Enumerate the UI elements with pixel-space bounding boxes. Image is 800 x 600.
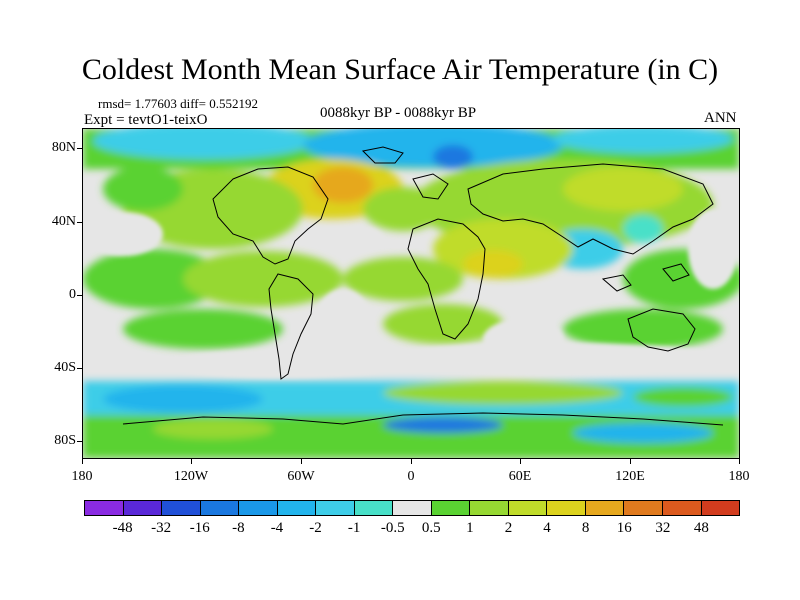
colorbar-label: 48 bbox=[693, 520, 709, 536]
colorbar-swatch bbox=[470, 501, 509, 515]
temperature-map bbox=[82, 128, 740, 459]
colorbar-label: -48 bbox=[112, 520, 133, 536]
lon-tick bbox=[739, 459, 740, 464]
colorbar-swatch bbox=[200, 501, 240, 515]
lat-label: 0 bbox=[69, 287, 76, 302]
lon-tick bbox=[630, 459, 631, 464]
colorbar-swatch bbox=[123, 501, 163, 515]
colorbar-label: -2 bbox=[309, 520, 322, 536]
lon-tick bbox=[520, 459, 521, 464]
lon-label: 180 bbox=[728, 469, 750, 484]
period-label: 0088kyr BP - 0088kyr BP bbox=[320, 105, 477, 121]
map-field bbox=[83, 129, 739, 458]
lon-label: 180 bbox=[71, 469, 93, 484]
colorbar-label: -8 bbox=[232, 520, 245, 536]
season-label: ANN bbox=[704, 110, 737, 126]
coastlines bbox=[122, 146, 724, 426]
colorbar-swatch bbox=[162, 501, 201, 515]
lon-label: 60W bbox=[287, 469, 315, 484]
colorbar-label: 0.5 bbox=[421, 520, 441, 536]
colorbar-label: 1 bbox=[466, 520, 474, 536]
colorbar-label: -0.5 bbox=[380, 520, 405, 536]
colorbar-label: 4 bbox=[543, 520, 551, 536]
colorbar-swatch bbox=[354, 501, 394, 515]
colorbar-label: 16 bbox=[616, 520, 632, 536]
colorbar-label: -4 bbox=[270, 520, 284, 536]
chart-title: Coldest Month Mean Surface Air Temperatu… bbox=[81, 53, 719, 86]
colorbar-label: 32 bbox=[655, 520, 671, 536]
lat-label: 40S bbox=[54, 360, 76, 375]
rmsd-diff-stats: rmsd= 1.77603 diff= 0.552192 bbox=[98, 96, 258, 111]
lon-tick bbox=[301, 459, 302, 464]
lon-tick bbox=[82, 459, 83, 464]
colorbar-swatch bbox=[239, 501, 278, 515]
colorbar-swatch bbox=[508, 501, 548, 515]
lat-label: 80S bbox=[54, 433, 76, 448]
lat-tick bbox=[77, 222, 82, 223]
lat-tick bbox=[77, 368, 82, 369]
colorbar-swatch bbox=[585, 501, 625, 515]
colorbar-swatch bbox=[277, 501, 317, 515]
colorbar-label: -32 bbox=[151, 520, 172, 536]
lon-tick bbox=[191, 459, 192, 464]
lat-tick bbox=[77, 441, 82, 442]
lon-label: 0 bbox=[407, 469, 415, 484]
colorbar-swatch bbox=[701, 501, 740, 515]
colorbar-label: 2 bbox=[504, 520, 513, 536]
colorbar-swatch bbox=[393, 501, 432, 515]
lat-label: 80N bbox=[51, 140, 76, 155]
colorbar-swatch bbox=[316, 501, 355, 515]
colorbar-label: -1 bbox=[347, 520, 361, 536]
experiment-label: Expt = tevtO1-teixO bbox=[84, 112, 208, 128]
colorbar bbox=[84, 500, 740, 516]
colorbar-swatch bbox=[431, 501, 471, 515]
colorbar-swatch bbox=[85, 501, 124, 515]
colorbar-swatch bbox=[662, 501, 702, 515]
neutral-regions bbox=[83, 209, 738, 378]
lat-tick bbox=[77, 148, 82, 149]
colorbar-label: 8 bbox=[581, 520, 590, 536]
colorbar-swatch bbox=[624, 501, 663, 515]
anomaly-shading bbox=[83, 129, 739, 458]
colorbar-label: -16 bbox=[189, 520, 210, 536]
lon-label: 60E bbox=[508, 469, 532, 484]
colorbar-swatch bbox=[547, 501, 586, 515]
lat-tick bbox=[77, 295, 82, 296]
lon-label: 120W bbox=[173, 469, 209, 484]
lon-label: 120E bbox=[615, 469, 645, 484]
lon-tick bbox=[411, 459, 412, 464]
lat-label: 40N bbox=[51, 214, 76, 229]
